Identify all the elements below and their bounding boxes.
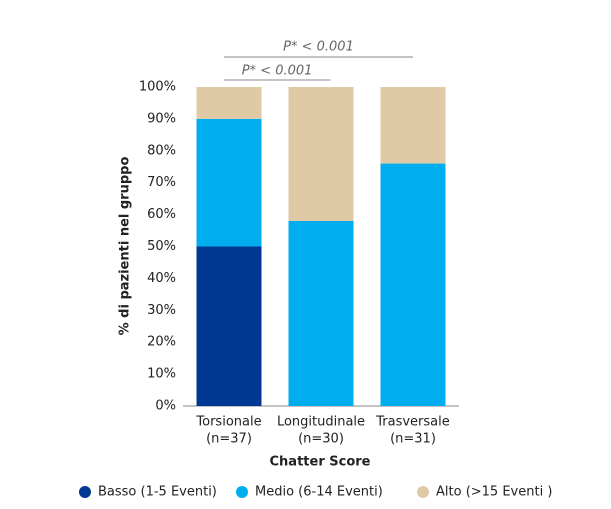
y-axis-title: % di pazienti nel gruppo — [118, 157, 133, 336]
x-tick-label: (n=37) — [206, 432, 252, 447]
bar-segment — [196, 246, 262, 406]
y-tick-label: 30% — [147, 303, 176, 318]
annotation: P* < 0.001 — [242, 64, 313, 79]
y-tick-label: 40% — [147, 271, 176, 286]
x-tick-label: Trasversale — [375, 415, 450, 430]
y-tick-label: 70% — [147, 175, 176, 190]
legend-label: Alto (>15 Eventi ) — [436, 485, 552, 500]
legend-label: Basso (1-5 Eventi) — [98, 485, 217, 500]
x-tick-label: (n=31) — [390, 432, 436, 447]
y-tick-label: 100% — [139, 80, 176, 95]
y-tick-label: 20% — [147, 335, 176, 350]
bar-segment — [288, 220, 354, 406]
x-tick-label: Torsionale — [195, 415, 261, 430]
bar-segment — [196, 87, 262, 119]
bar-segment — [380, 163, 446, 406]
x-axis-title: Chatter Score — [270, 455, 371, 470]
bar-segment — [380, 87, 446, 164]
legend-marker — [417, 486, 429, 498]
y-tick-label: 60% — [147, 207, 176, 222]
y-tick-label: 50% — [147, 239, 176, 254]
y-tick-label: 10% — [147, 367, 176, 382]
y-tick-label: 80% — [147, 143, 176, 158]
bar-segment — [196, 118, 262, 247]
y-tick-label: 90% — [147, 111, 176, 126]
annotation: P* < 0.001 — [283, 40, 354, 55]
y-tick-label: 0% — [155, 399, 176, 414]
bar-segment — [288, 87, 354, 221]
legend-marker — [236, 486, 248, 498]
legend-label: Medio (6-14 Eventi) — [255, 485, 383, 500]
x-tick-label: Longitudinale — [277, 415, 365, 430]
legend-marker — [79, 486, 91, 498]
x-tick-label: (n=30) — [298, 432, 344, 447]
